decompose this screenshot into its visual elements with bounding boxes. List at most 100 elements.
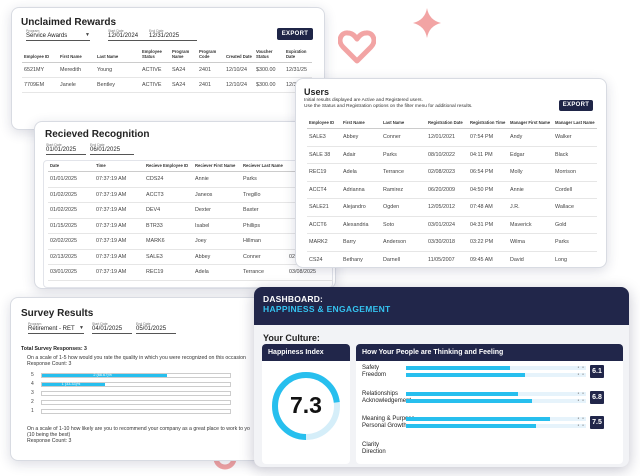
- table-row[interactable]: 01/01/2025 07:37:19 AM CDS24 Annie Parks: [48, 171, 333, 188]
- table-row[interactable]: 01/02/2025 07:37:19 AM ACCT3 Janeos Tregillo: [48, 187, 333, 203]
- survey-bar-label: 3: [31, 390, 34, 396]
- recognition-start-date-field[interactable]: Start Date 01/01/2025: [46, 143, 86, 155]
- table-cell: 03/01/2025: [48, 264, 94, 281]
- table-cell: Alejandro: [341, 198, 381, 217]
- table-cell: Adela: [193, 264, 241, 281]
- table-cell: ACCT3: [144, 187, 193, 203]
- column-header[interactable]: Program Name: [170, 48, 197, 63]
- metric-label: Freedom: [362, 371, 387, 378]
- survey-program-value: Retirement - RET: [28, 326, 75, 332]
- metric-label: Direction: [362, 448, 386, 455]
- column-header[interactable]: Employee ID: [22, 48, 58, 63]
- table-cell: 02/13/2025: [48, 249, 94, 265]
- column-header[interactable]: Reciever First Name: [193, 162, 241, 172]
- start-date-field[interactable]: Start Date 12/01/2024: [108, 29, 150, 41]
- survey-bar-row: 4 1 (33.33)%: [31, 381, 257, 388]
- table-row[interactable]: 03/01/2025 07:37:19 AM REC19 Adela Terrance 0…: [48, 264, 333, 281]
- table-cell: Adela: [341, 163, 381, 182]
- column-header[interactable]: Voucher Status: [254, 48, 284, 63]
- program-label: Program: [26, 29, 40, 33]
- table-cell: 06:54 PM: [468, 163, 508, 182]
- table-cell: 07:37:19 AM: [94, 218, 144, 234]
- column-header[interactable]: Time: [94, 162, 144, 172]
- metric-label: Safety: [362, 365, 380, 371]
- table-cell: Baxter: [241, 202, 287, 219]
- end-date-value: 12/31/2025: [149, 33, 180, 39]
- survey-results-card: Survey Results Program Retirement - RET …: [10, 297, 264, 461]
- recognition-end-date-field[interactable]: End Date 06/01/2025: [90, 143, 134, 155]
- column-header[interactable]: Reciever Last Name: [241, 162, 287, 172]
- column-header[interactable]: Registration Time: [468, 119, 508, 129]
- survey-start-value: 04/01/2025: [92, 326, 123, 332]
- table-row[interactable]: 7709EM Janele Bentley ACTIVE SA24 2401 12/10/2…: [22, 77, 312, 93]
- column-header[interactable]: Last Name: [381, 119, 426, 129]
- table-cell: 07:37:19 AM: [94, 233, 144, 250]
- column-header[interactable]: Employee Status: [140, 48, 170, 63]
- survey-start-date-field[interactable]: Start Date 04/01/2025: [92, 322, 132, 334]
- metric-label: Clarity: [362, 442, 380, 448]
- table-cell: Janele: [58, 77, 95, 93]
- table-row[interactable]: MARK2 Barry Anderson 03/30/2018 03:22 PM Wilm…: [307, 233, 597, 252]
- table-row[interactable]: ACCT4 Adrianna Ramirez 06/20/2009 04:50 PM An…: [307, 181, 597, 199]
- survey-program-select[interactable]: Program Retirement - RET ▼: [28, 322, 84, 334]
- column-header[interactable]: Manager Last Name: [553, 119, 597, 129]
- column-header[interactable]: Created Date: [224, 48, 254, 63]
- table-row[interactable]: SALE3 Abbey Conner 12/01/2021 07:54 PM Andy Wa…: [307, 128, 597, 147]
- column-header[interactable]: Expiration Date: [284, 48, 312, 63]
- column-header[interactable]: Last Name: [95, 48, 140, 63]
- table-cell: Edgar: [508, 146, 553, 164]
- table-row[interactable]: 02/02/2025 07:37:19 AM MARK6 Joey Hillman: [48, 233, 333, 250]
- table-row[interactable]: CS24 Bethany Darnell 11/05/2007 09:45 AM Davi…: [307, 251, 597, 267]
- column-header[interactable]: Recieve Employee ID: [144, 162, 193, 172]
- column-header[interactable]: Employee ID: [307, 119, 341, 129]
- table-cell: Parks: [381, 146, 426, 164]
- table-cell: 03/30/2018: [426, 233, 468, 252]
- table-cell: 06/20/2009: [426, 181, 468, 199]
- table-cell: 07:48 AM: [468, 198, 508, 217]
- table-row[interactable]: 01/15/2025 07:37:19 AM BTR33 Isabel Phillips: [48, 218, 333, 234]
- table-row[interactable]: 01/02/2025 07:37:19 AM DEV4 Dexter Baxter: [48, 202, 333, 219]
- users-card: Users Initial results displayed are Acti…: [295, 78, 607, 268]
- column-header[interactable]: Date: [48, 162, 94, 172]
- table-row[interactable]: SALE21 Alejandro Ogden 12/05/2012 07:48 AM J.…: [307, 198, 597, 217]
- users-table: Employee ID First Name Last Name Registrati…: [307, 119, 597, 267]
- metric-score: 7.5: [590, 416, 604, 429]
- users-export-button[interactable]: EXPORT: [559, 100, 593, 111]
- survey-end-date-field[interactable]: End Date 05/01/2025: [136, 322, 176, 334]
- column-header[interactable]: First Name: [58, 48, 95, 63]
- users-title: Users: [304, 87, 330, 97]
- table-cell: Joey: [193, 233, 241, 250]
- metric-bar-dots: ● ●: [577, 391, 585, 395]
- metric-bar-dots: ● ●: [577, 397, 585, 402]
- column-header[interactable]: Program Code: [197, 48, 224, 63]
- survey-question-1: On a scale of 1-5 how would you rate the…: [27, 355, 246, 361]
- survey-bar-row: 5 2 (66.67)%: [31, 372, 257, 379]
- program-select[interactable]: Program Service Awards ▼: [26, 29, 90, 41]
- export-button[interactable]: EXPORT: [277, 28, 313, 40]
- table-row[interactable]: REC19 Adela Terrance 02/08/2023 06:54 PM Moll…: [307, 163, 597, 182]
- end-date-field[interactable]: End Date 12/31/2025: [149, 29, 197, 41]
- metric-bar-dots: ● ●: [577, 416, 585, 420]
- table-row[interactable]: 6521MY Meredith Young ACTIVE SA24 2401 12/10/2…: [22, 62, 312, 78]
- column-header[interactable]: First Name: [341, 119, 381, 129]
- chevron-down-icon: ▼: [85, 32, 90, 38]
- table-cell: Alexandria: [341, 216, 381, 234]
- table-cell: Gold: [553, 216, 597, 234]
- happiness-gauge: [272, 372, 340, 440]
- table-row[interactable]: ACCT6 Alexandria Soto 03/01/2024 04:31 PM Mav…: [307, 216, 597, 234]
- survey-bar-track: [41, 391, 231, 396]
- table-cell: Annie: [193, 171, 241, 188]
- recognition-end-label: End Date: [90, 143, 105, 147]
- survey-end-label: End Date: [136, 322, 151, 326]
- recognition-end-value: 06/01/2025: [90, 147, 121, 153]
- metric-groups: Safety Freedom ● ● ● ● 6.1 Relationships Ackno…: [356, 344, 623, 464]
- metric-score: 6.8: [590, 391, 604, 404]
- metric-bar-fill: [406, 398, 532, 403]
- happiness-index-title: Happiness Index: [262, 344, 350, 361]
- column-header[interactable]: Manager First Name: [508, 119, 553, 129]
- column-header[interactable]: Registration Date: [426, 119, 468, 129]
- survey-question-2: On a scale of 1-10 how likely are you to…: [27, 426, 250, 432]
- table-row[interactable]: SALE 38 Adair Parks 08/10/2022 04:11 PM Edgar…: [307, 146, 597, 164]
- metric-bar: ● ●: [406, 423, 586, 428]
